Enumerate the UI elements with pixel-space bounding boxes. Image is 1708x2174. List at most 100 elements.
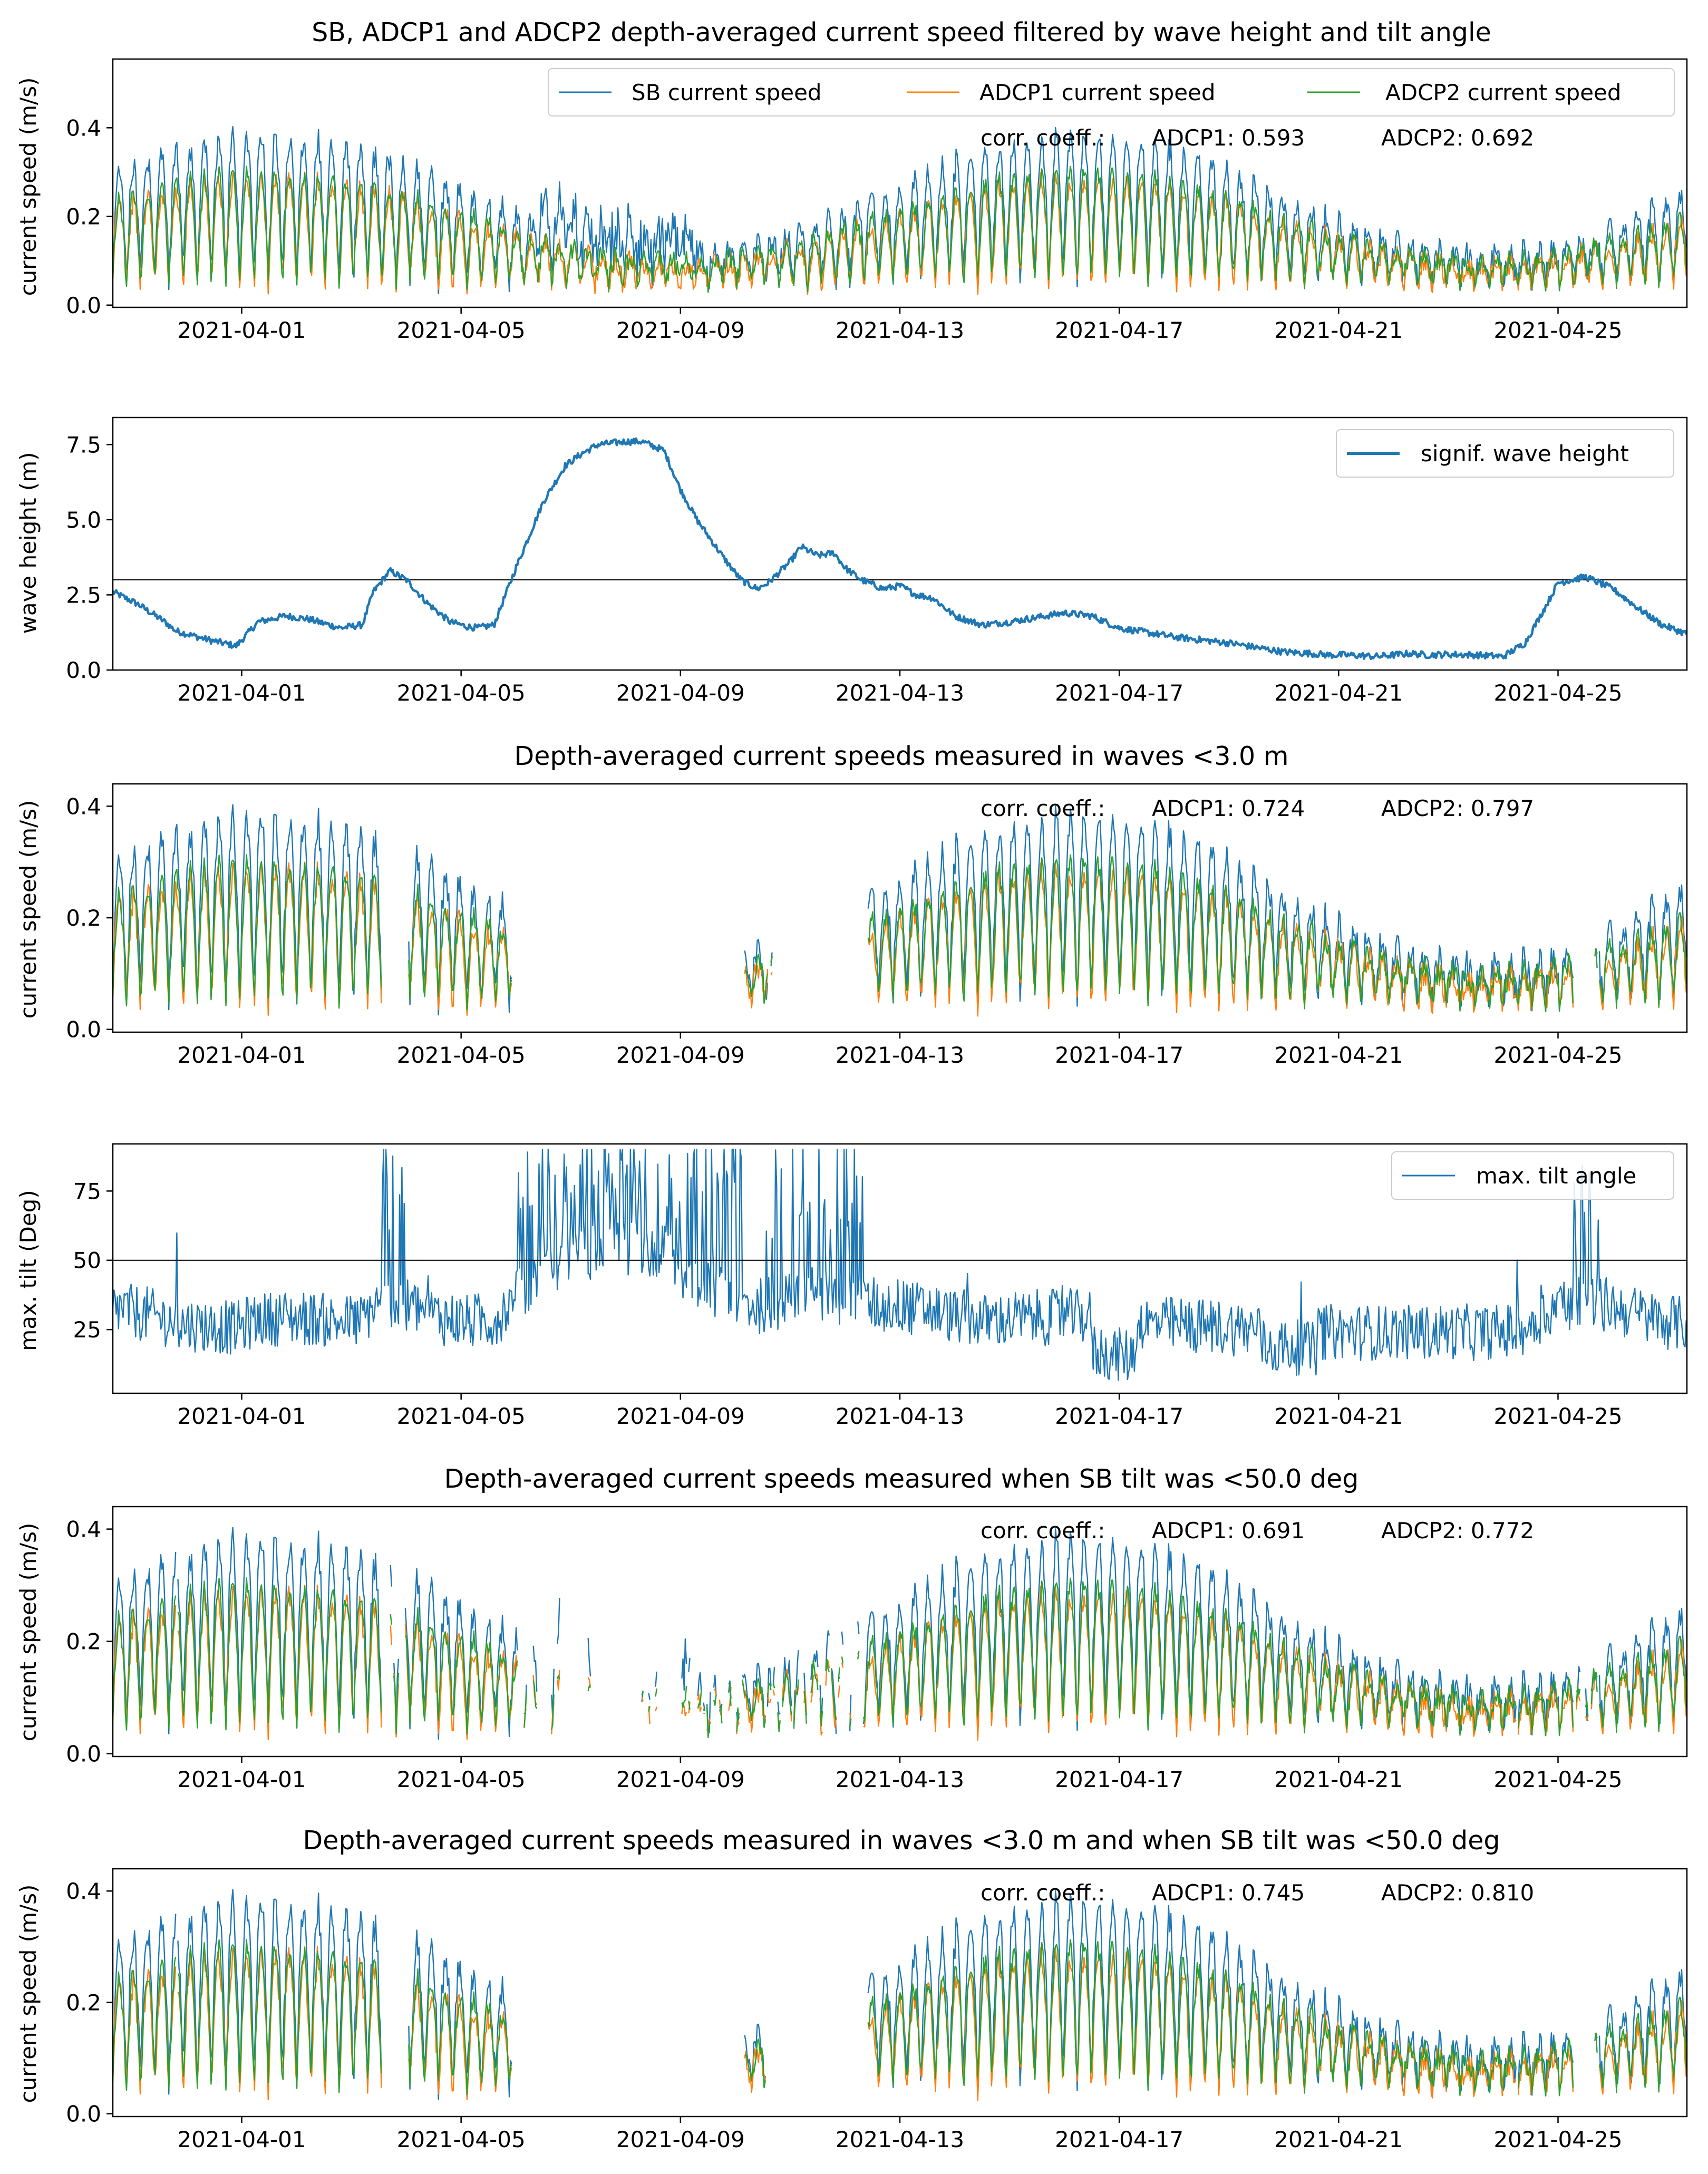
- x-tick-label: 2021-04-05: [397, 317, 526, 343]
- x-tick-label: 2021-04-09: [616, 680, 745, 706]
- chart-title: SB, ADCP1 and ADCP2 depth-averaged curre…: [312, 17, 1491, 47]
- corr-coeff-adcp1: ADCP1: 0.691: [1152, 1518, 1305, 1544]
- chart-title: Depth-averaged current speeds measured i…: [303, 1826, 1500, 1856]
- legend-label-tilt: max. tilt angle: [1476, 1163, 1636, 1189]
- x-tick-label: 2021-04-09: [616, 2127, 745, 2152]
- y-tick-label: 0.0: [66, 657, 101, 683]
- x-tick-label: 2021-04-09: [616, 1767, 745, 1792]
- x-tick-label: 2021-04-21: [1274, 2127, 1403, 2152]
- legend: max. tilt angle: [1391, 1151, 1674, 1200]
- y-tick-label: 0.2: [66, 1629, 101, 1655]
- y-tick-label: 0.0: [66, 1017, 101, 1043]
- corr-coeff-label: corr. coeff.:: [981, 1880, 1105, 1906]
- y-axis-label: current speed (m/s): [15, 800, 41, 1019]
- legend-label-wave: signif. wave height: [1421, 441, 1629, 467]
- x-tick-label: 2021-04-01: [177, 680, 306, 706]
- x-tick-label: 2021-04-09: [616, 1403, 745, 1429]
- y-axis-label: current speed (m/s): [15, 77, 41, 296]
- panel-max-tilt: 2021-04-01 2021-04-05 2021-04-09 2021-04-13…: [15, 1143, 1688, 1429]
- x-tick-label: 2021-04-21: [1274, 317, 1403, 343]
- x-tick-label: 2021-04-09: [616, 317, 745, 343]
- x-tick-label: 2021-04-21: [1274, 680, 1403, 706]
- y-tick-label: 0.2: [66, 905, 101, 931]
- x-tick-label: 2021-04-17: [1055, 1403, 1183, 1429]
- y-axis-label: max. tilt (Deg): [15, 1190, 41, 1351]
- x-tick-label: 2021-04-25: [1493, 680, 1622, 706]
- y-tick-label: 0.4: [66, 793, 101, 819]
- x-tick-label: 2021-04-17: [1055, 1042, 1183, 1068]
- axes-frame: [112, 1506, 1688, 1758]
- corr-coeff-adcp1: ADCP1: 0.593: [1152, 125, 1305, 151]
- x-tick-label: 2021-04-13: [836, 1767, 964, 1792]
- x-tick-label: 2021-04-25: [1493, 1042, 1622, 1068]
- corr-coeff-label: corr. coeff.:: [981, 1518, 1105, 1544]
- axes-frame: [112, 58, 1688, 308]
- y-axis-label: current speed (m/s): [15, 1523, 41, 1742]
- corr-coeff-adcp2: ADCP2: 0.797: [1381, 795, 1534, 821]
- x-tick-label: 2021-04-25: [1493, 2127, 1622, 2152]
- x-tick-label: 2021-04-13: [836, 317, 964, 343]
- y-tick-label: 25: [73, 1317, 101, 1343]
- corr-coeff-adcp1: ADCP1: 0.724: [1152, 795, 1305, 821]
- y-tick-label: 0.2: [66, 1989, 101, 2015]
- y-tick-label: 75: [73, 1178, 101, 1204]
- y-tick-label: 0.4: [66, 1878, 101, 1904]
- axes-frame: [112, 1143, 1688, 1394]
- y-tick-label: 5.0: [66, 507, 101, 533]
- legend-label-adcp1: ADCP1 current speed: [979, 80, 1216, 105]
- axes-frame: [112, 1868, 1688, 2118]
- x-tick-label: 2021-04-01: [177, 317, 306, 343]
- x-tick-label: 2021-04-17: [1055, 2127, 1183, 2152]
- series-line-adcp2: [112, 854, 1687, 1012]
- x-tick-label: 2021-04-13: [836, 1042, 964, 1068]
- x-tick-label: 2021-04-13: [836, 1403, 964, 1429]
- legend: signif. wave height: [1336, 429, 1674, 478]
- series-line-wave-height: [111, 437, 1687, 661]
- corr-coeff-adcp1: ADCP1: 0.745: [1152, 1880, 1305, 1906]
- x-tick-label: 2021-04-01: [177, 1042, 306, 1068]
- x-tick-label: 2021-04-13: [836, 680, 964, 706]
- panel-current-speed-tilt: Depth-averaged current speeds measured w…: [15, 1464, 1688, 1792]
- x-tick-label: 2021-04-25: [1493, 1767, 1622, 1792]
- x-tick-label: 2021-04-25: [1493, 1403, 1622, 1429]
- series-line-adcp2: [112, 1939, 1687, 2097]
- y-tick-label: 0.2: [66, 204, 101, 230]
- x-tick-label: 2021-04-05: [397, 680, 526, 706]
- series-line-tilt: [112, 1149, 1687, 1381]
- x-tick-label: 2021-04-09: [616, 1042, 745, 1068]
- y-tick-label: 0.4: [66, 1517, 101, 1542]
- y-tick-label: 0.4: [66, 115, 101, 141]
- corr-coeff-label: corr. coeff.:: [981, 795, 1105, 821]
- axes-frame: [112, 783, 1688, 1033]
- x-tick-label: 2021-04-21: [1274, 1767, 1403, 1792]
- corr-coeff-adcp2: ADCP2: 0.810: [1381, 1880, 1534, 1906]
- x-tick-label: 2021-04-05: [397, 1042, 526, 1068]
- x-tick-label: 2021-04-01: [177, 2127, 306, 2152]
- y-tick-label: 50: [73, 1248, 101, 1274]
- y-tick-label: 0.0: [66, 1741, 101, 1767]
- y-tick-label: 2.5: [66, 582, 101, 608]
- x-tick-label: 2021-04-01: [177, 1767, 306, 1792]
- y-tick-label: 0.0: [66, 2101, 101, 2127]
- x-tick-label: 2021-04-05: [397, 2127, 526, 2152]
- panel-current-speed-waves-tilt: Depth-averaged current speeds measured i…: [15, 1826, 1688, 2152]
- x-tick-label: 2021-04-13: [836, 2127, 964, 2152]
- chart-title: Depth-averaged current speeds measured w…: [444, 1464, 1359, 1494]
- corr-coeff-label: corr. coeff.:: [981, 125, 1105, 151]
- corr-coeff-adcp2: ADCP2: 0.772: [1381, 1518, 1534, 1544]
- axes-frame: [112, 416, 1688, 671]
- x-tick-label: 2021-04-17: [1055, 1767, 1183, 1792]
- x-tick-label: 2021-04-21: [1274, 1403, 1403, 1429]
- x-tick-label: 2021-04-25: [1493, 317, 1622, 343]
- corr-coeff-adcp2: ADCP2: 0.692: [1381, 125, 1534, 151]
- x-tick-label: 2021-04-01: [177, 1403, 306, 1429]
- series-line-adcp2: [112, 1577, 1687, 1739]
- chart-title: Depth-averaged current speeds measured i…: [515, 741, 1289, 771]
- panel-current-speed-all: SB, ADCP1 and ADCP2 depth-averaged curre…: [15, 17, 1688, 343]
- y-axis-label: current speed (m/s): [15, 1885, 41, 2103]
- legend: SB current speed ADCP1 current speed ADC…: [548, 68, 1675, 117]
- x-tick-label: 2021-04-17: [1055, 317, 1183, 343]
- x-tick-label: 2021-04-05: [397, 1403, 526, 1429]
- panel-current-speed-waves: Depth-averaged current speeds measured i…: [15, 741, 1688, 1068]
